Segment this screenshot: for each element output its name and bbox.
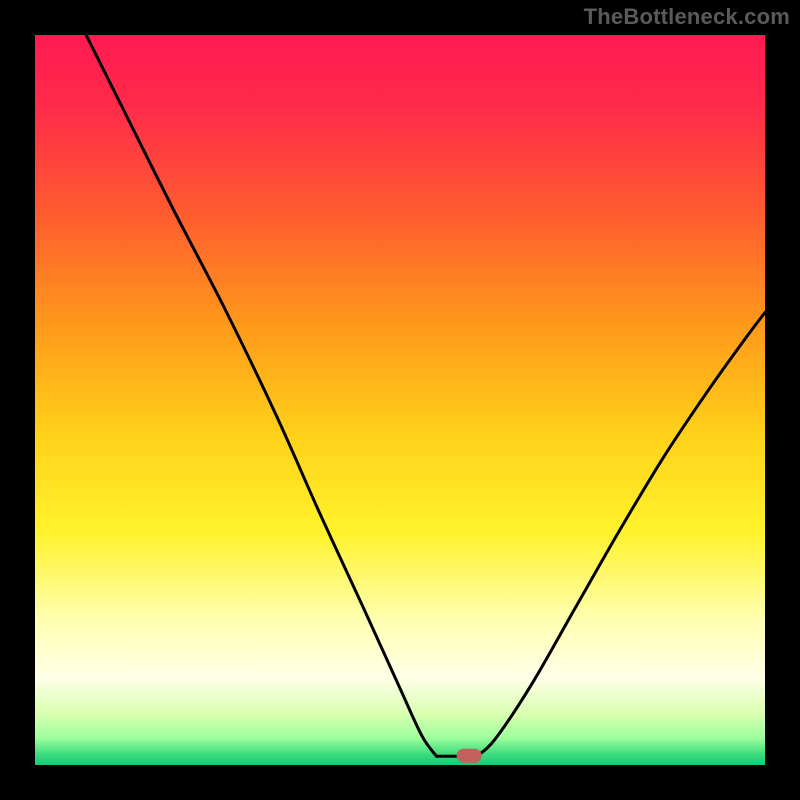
background-gradient (35, 35, 765, 765)
chart-frame: TheBottleneck.com (0, 0, 800, 800)
attribution-text: TheBottleneck.com (584, 4, 790, 30)
plot-area (35, 35, 765, 765)
current-position-marker (457, 748, 482, 763)
